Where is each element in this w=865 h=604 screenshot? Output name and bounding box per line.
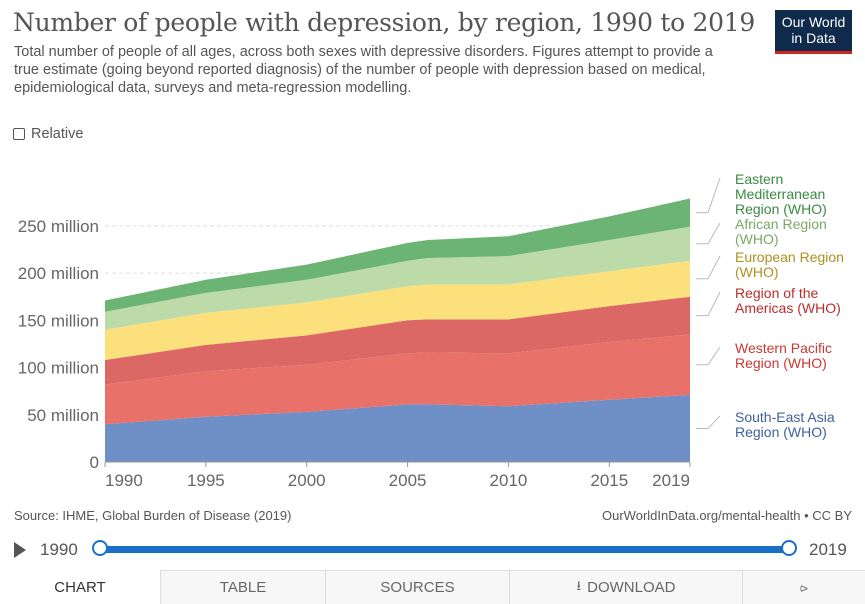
x-tick-label: 2005 — [389, 471, 427, 490]
tab-download-label: DOWNLOAD — [587, 579, 676, 596]
legend-connector — [696, 177, 721, 214]
y-tick-label: 100 million — [18, 359, 99, 378]
chart-title: Number of people with depression, by reg… — [13, 8, 755, 37]
legend-label: South-East Asia — [735, 409, 835, 425]
legend-label: Region (WHO) — [735, 201, 827, 217]
timeline-start-label: 1990 — [40, 540, 78, 559]
site-link[interactable]: OurWorldInData.org/mental-health • CC BY — [602, 508, 852, 523]
y-tick-label: 250 million — [18, 217, 99, 236]
download-icon: ⭳ — [576, 577, 582, 593]
area-series — [105, 296, 690, 385]
tab-sources[interactable]: SOURCES — [325, 570, 509, 604]
relative-label: Relative — [31, 126, 84, 142]
area-series — [105, 260, 690, 360]
tab-table[interactable]: TABLE — [160, 570, 325, 604]
logo-line-1: Our World — [781, 14, 846, 30]
legend-label: European Region — [735, 249, 844, 265]
x-tick-label: 2010 — [490, 471, 528, 490]
legend-label: African Region — [735, 216, 827, 232]
area-series — [105, 334, 690, 425]
legend-connector — [696, 222, 721, 245]
relative-toggle[interactable]: Relative — [13, 126, 83, 142]
legend-label: (WHO) — [735, 264, 779, 280]
area-series — [105, 394, 690, 462]
source-note: Source: IHME, Global Burden of Disease (… — [14, 508, 292, 523]
legend-label: Region of the — [735, 285, 818, 301]
area-series — [105, 226, 690, 330]
legend-label: Americas (WHO) — [735, 300, 841, 316]
legend-label: Mediterranean — [735, 186, 825, 202]
x-tick-label: 1990 — [105, 471, 143, 490]
share-icon: ⪧ — [800, 579, 808, 595]
x-tick-label: 2000 — [288, 471, 326, 490]
tab-chart[interactable]: CHART — [0, 570, 160, 604]
legend-label: Region (WHO) — [735, 355, 827, 371]
stacked-area-chart: 0 50 million 100 million 150 million 200 mil… — [18, 171, 844, 490]
y-tick-label: 150 million — [18, 311, 99, 330]
tab-share[interactable]: ⪧ — [742, 570, 865, 604]
y-tick-label: 50 million — [27, 406, 99, 425]
timeline-end-label: 2019 — [809, 540, 847, 559]
tab-download[interactable]: ⭳ DOWNLOAD — [509, 570, 742, 604]
timeline: 1990 2019 — [0, 532, 865, 568]
x-tick-label: 2015 — [590, 471, 628, 490]
timeline-start-handle[interactable] — [92, 540, 108, 556]
timeline-track[interactable] — [100, 546, 789, 553]
area-series — [105, 198, 690, 312]
play-icon[interactable] — [14, 542, 26, 558]
legend-connector — [696, 291, 721, 317]
logo-line-2: in Data — [791, 30, 836, 46]
legend-label: Western Pacific — [735, 340, 832, 356]
chart-subtitle: Total number of people of all ages, acro… — [14, 44, 713, 96]
legend-connector — [696, 346, 721, 366]
owid-logo[interactable]: Our World in Data — [775, 10, 852, 54]
x-tick-label: 2019 — [652, 471, 690, 490]
y-tick-label: 0 — [90, 453, 99, 472]
x-tick-label: 1995 — [187, 471, 225, 490]
timeline-end-handle[interactable] — [781, 540, 797, 556]
relative-checkbox[interactable] — [13, 128, 25, 140]
legend-connector — [696, 255, 721, 280]
legend-connector — [696, 415, 721, 429]
y-tick-label: 200 million — [18, 264, 99, 283]
legend-label: (WHO) — [735, 231, 779, 247]
tab-bar: CHART TABLE SOURCES ⭳ DOWNLOAD ⪧ — [0, 570, 865, 604]
legend-label: Eastern — [735, 171, 783, 187]
legend-label: Region (WHO) — [735, 424, 827, 440]
